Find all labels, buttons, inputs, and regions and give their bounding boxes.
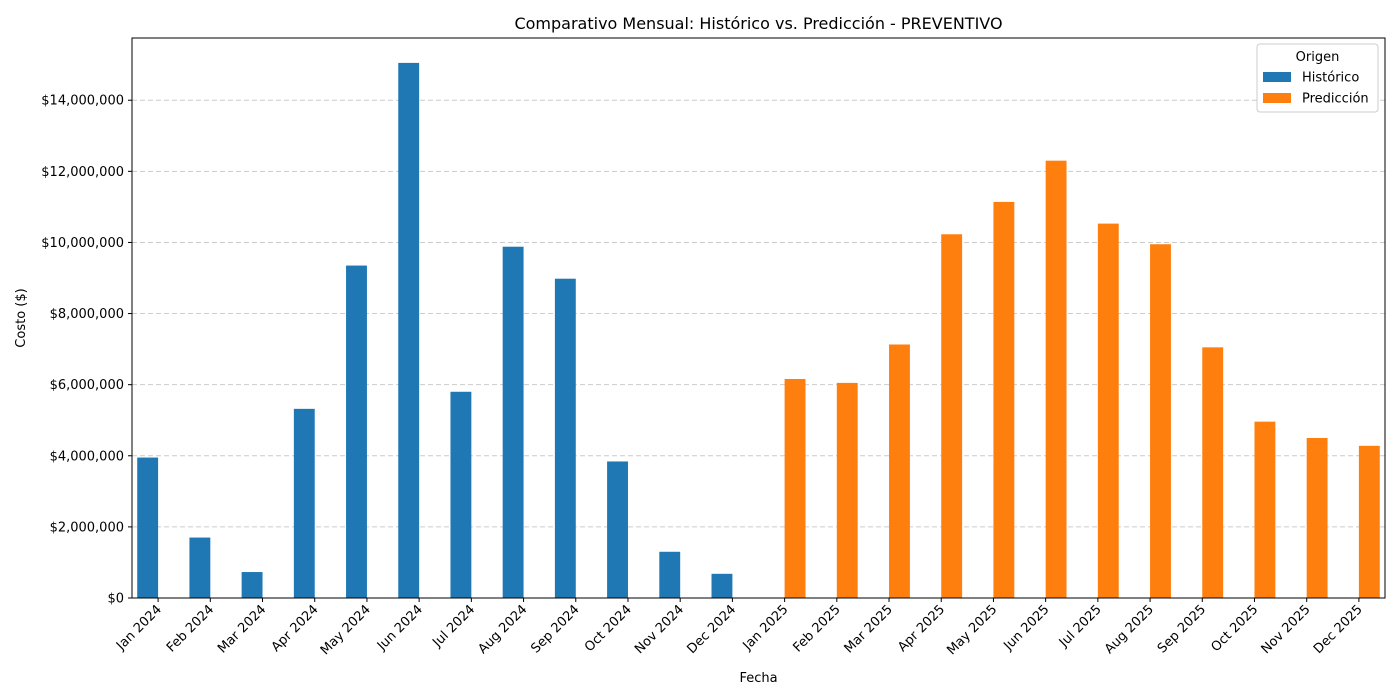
y-axis-title: Costo ($) bbox=[14, 288, 29, 347]
plot-area-frame bbox=[131, 37, 1386, 599]
x-tick-label: Nov 2024 bbox=[632, 602, 687, 657]
y-tick-label: $10,000,000 bbox=[41, 236, 124, 251]
x-tick-label: Dec 2024 bbox=[685, 602, 740, 657]
bar-historico bbox=[137, 457, 159, 598]
x-tick-label: Mar 2025 bbox=[842, 602, 896, 656]
bar-prediccion bbox=[941, 234, 963, 598]
x-tick-label: Jun 2024 bbox=[374, 602, 426, 654]
y-axis-ticks: $0 $2,000,000 $4,000,000 $6,000,000 $8,000,0… bbox=[41, 94, 132, 607]
x-tick-label: Oct 2024 bbox=[582, 602, 635, 655]
x-tick-label: Jul 2025 bbox=[1056, 602, 1105, 651]
x-axis-title: Fecha bbox=[739, 671, 777, 686]
bar-prediccion bbox=[1306, 438, 1328, 598]
bar-historico bbox=[241, 572, 263, 598]
x-tick-label: Dec 2025 bbox=[1311, 602, 1366, 657]
x-tick-label: Apr 2025 bbox=[895, 602, 948, 655]
x-tick-label: Oct 2025 bbox=[1208, 602, 1261, 655]
bar-historico bbox=[398, 62, 420, 598]
bar-historico bbox=[607, 461, 628, 598]
bar-prediccion bbox=[1045, 160, 1067, 598]
bar-prediccion bbox=[784, 378, 806, 598]
x-tick-label: May 2025 bbox=[944, 602, 1000, 658]
legend-title: Origen bbox=[1296, 50, 1340, 65]
y-tick-label: $4,000,000 bbox=[50, 449, 124, 464]
legend-label: Predicción bbox=[1302, 92, 1369, 107]
x-tick-label: Sep 2024 bbox=[528, 602, 582, 656]
legend-label: Histórico bbox=[1302, 71, 1359, 86]
y-tick-label: $12,000,000 bbox=[41, 165, 124, 180]
bar-historico bbox=[502, 246, 524, 598]
x-tick-label: May 2024 bbox=[318, 602, 374, 658]
bars bbox=[137, 62, 1380, 598]
x-tick-label: Aug 2024 bbox=[476, 602, 531, 657]
bar-prediccion bbox=[1097, 223, 1119, 598]
y-tick-label: $0 bbox=[107, 592, 124, 607]
bar-historico bbox=[293, 408, 315, 598]
bar-historico bbox=[189, 537, 211, 598]
bar-historico bbox=[711, 573, 733, 598]
x-tick-label: Apr 2024 bbox=[269, 602, 322, 655]
x-tick-label: Aug 2025 bbox=[1102, 602, 1157, 657]
bar-historico bbox=[554, 278, 576, 598]
chart-title: Comparativo Mensual: Histórico vs. Predi… bbox=[514, 14, 1002, 33]
legend-items: Histórico Predicción bbox=[1263, 71, 1369, 107]
bar-prediccion bbox=[1202, 347, 1224, 598]
x-tick-label: Jun 2025 bbox=[1000, 602, 1052, 654]
x-tick-label: Sep 2025 bbox=[1155, 602, 1209, 656]
bar-prediccion bbox=[993, 201, 1015, 598]
x-tick-label: Feb 2024 bbox=[164, 602, 217, 655]
bar-prediccion bbox=[1150, 244, 1171, 598]
y-tick-label: $6,000,000 bbox=[50, 378, 124, 393]
bar-prediccion bbox=[836, 382, 858, 598]
legend: Origen Histórico Predicción bbox=[1256, 43, 1379, 113]
grid-lines bbox=[132, 99, 1385, 528]
y-tick-label: $2,000,000 bbox=[50, 520, 124, 535]
bar-historico bbox=[659, 551, 681, 598]
x-tick-label: Jul 2024 bbox=[429, 602, 478, 651]
bar-prediccion bbox=[889, 344, 910, 598]
legend-swatch bbox=[1263, 93, 1291, 103]
x-tick-label: Feb 2025 bbox=[790, 602, 843, 655]
y-tick-label: $14,000,000 bbox=[41, 94, 124, 109]
x-tick-label: Nov 2025 bbox=[1259, 602, 1314, 657]
x-tick-label: Jan 2025 bbox=[740, 602, 792, 654]
bar-historico bbox=[346, 265, 367, 598]
bar-prediccion bbox=[1254, 421, 1276, 598]
y-tick-label: $8,000,000 bbox=[50, 307, 124, 322]
x-tick-label: Jan 2024 bbox=[113, 602, 165, 654]
bar-historico bbox=[450, 391, 472, 598]
x-tick-label: Mar 2024 bbox=[215, 602, 269, 656]
legend-swatch bbox=[1263, 72, 1291, 82]
bar-prediccion bbox=[1358, 445, 1380, 598]
